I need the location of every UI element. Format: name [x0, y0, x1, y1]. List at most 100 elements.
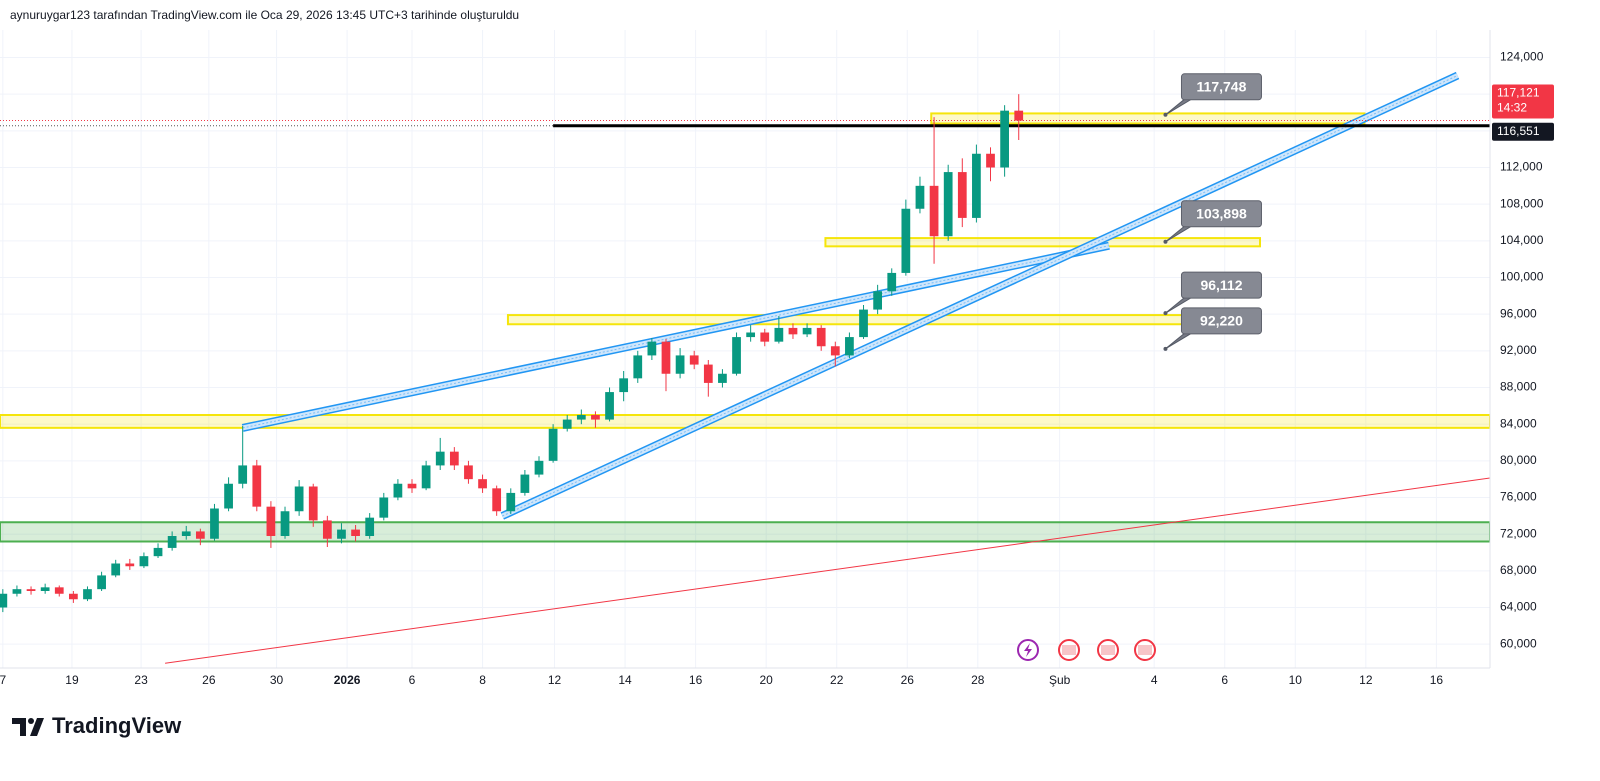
candle-body — [407, 483, 417, 489]
candle-body — [266, 506, 276, 536]
x-tick-label: 30 — [270, 673, 284, 687]
candle-body — [689, 355, 699, 365]
candle-body — [153, 547, 163, 557]
candle-body — [957, 172, 967, 218]
callout-label: 117,748 — [1197, 79, 1247, 95]
candle-body — [591, 415, 600, 420]
candle-body — [68, 593, 78, 600]
candle-body — [746, 332, 756, 338]
candle-body — [26, 589, 36, 591]
zone — [930, 112, 1366, 125]
candle-body — [224, 483, 233, 509]
x-tick-label: 26 — [901, 673, 915, 687]
candle-body — [280, 511, 290, 536]
y-tick-label: 72,000 — [1500, 526, 1537, 540]
logo-mark — [12, 718, 44, 736]
candle-body — [1014, 110, 1024, 121]
candle-body — [548, 428, 558, 461]
candle-body — [633, 355, 643, 379]
level-price-label: 116,551 — [1497, 124, 1540, 138]
candle-body — [40, 587, 50, 591]
candle-body — [887, 272, 897, 292]
candle-body — [449, 451, 459, 466]
callout-anchor — [1163, 346, 1168, 351]
candle-body — [873, 291, 883, 310]
candle-body — [732, 337, 741, 374]
candle-body — [986, 153, 995, 168]
drawings — [0, 71, 1490, 664]
y-tick-label: 88,000 — [1500, 380, 1537, 394]
candle-body — [619, 378, 629, 393]
candle-body — [1000, 110, 1009, 168]
candle-body — [718, 373, 727, 383]
overlay: 117,748 103,898 96,112 92,220 — [1163, 73, 1262, 351]
y-tick-label: 92,000 — [1500, 343, 1537, 357]
y-tick-label: 68,000 — [1500, 563, 1537, 577]
candle-body — [83, 589, 92, 600]
candle-body — [125, 563, 135, 567]
x-tick-label: Şub — [1049, 673, 1071, 687]
x-tick-label: 6 — [1221, 673, 1228, 687]
candle-body — [492, 488, 502, 512]
candle-body — [54, 587, 64, 594]
x-tick-label: 28 — [971, 673, 985, 687]
candle-body — [478, 479, 487, 489]
zone — [0, 521, 1490, 543]
candle-body — [294, 486, 304, 512]
y-tick-label: 80,000 — [1500, 453, 1537, 467]
candle-body — [915, 185, 925, 209]
candle-body — [816, 327, 826, 347]
candle-body — [12, 589, 22, 594]
y-tick-label: 124,000 — [1500, 50, 1544, 64]
x-tick-label: 22 — [830, 673, 844, 687]
candle-body — [703, 364, 713, 383]
y-tick-label: 112,000 — [1500, 160, 1543, 174]
candle-body — [337, 529, 346, 539]
y-tick-label: 96,000 — [1500, 306, 1537, 320]
candle-body — [845, 337, 854, 356]
candle-body — [972, 153, 981, 218]
candle-body — [576, 415, 586, 420]
candle-body — [859, 309, 868, 338]
zone — [0, 414, 1490, 429]
trendline-dash — [242, 245, 1110, 429]
x-tick-label: 2026 — [334, 673, 361, 687]
candle-body — [901, 208, 911, 273]
candle-body — [562, 419, 572, 429]
candle-body — [943, 172, 953, 237]
y-tick-label: 76,000 — [1500, 490, 1537, 504]
plot-area — [0, 30, 1490, 668]
candle-body — [365, 517, 375, 536]
logo: TradingView — [52, 713, 182, 738]
level-price-box — [1492, 122, 1554, 141]
x-tick-label: 26 — [202, 673, 216, 687]
candle-body — [760, 332, 770, 342]
x-tick-label: 12 — [548, 673, 562, 687]
candle-body — [308, 486, 318, 521]
candle-body — [464, 465, 473, 480]
candle-body — [421, 465, 431, 489]
x-tick-label: 7 — [0, 673, 6, 687]
candle-body — [534, 460, 544, 475]
callout-box — [1180, 271, 1262, 299]
candle-body — [238, 465, 248, 484]
candle-body — [788, 327, 798, 335]
x-tick-label: 20 — [759, 673, 773, 687]
x-tick-label: 16 — [1430, 673, 1444, 687]
zone — [506, 314, 1262, 326]
x-tick-label: 8 — [479, 673, 486, 687]
y-tick-label: 60,000 — [1500, 636, 1537, 650]
x-tick-label: 4 — [1151, 673, 1158, 687]
header: aynuruygar123 tarafından TradingView.com… — [10, 8, 519, 22]
candle-body — [97, 575, 106, 590]
candle-body — [506, 492, 516, 512]
callout-anchor — [1163, 239, 1168, 244]
event-icons — [1017, 639, 1156, 661]
candle-body — [929, 185, 939, 237]
y-tick-label: 108,000 — [1500, 196, 1544, 210]
candle-body — [0, 593, 8, 608]
candle-body — [675, 355, 685, 374]
y-tick-label: 104,000 — [1500, 233, 1544, 247]
x-tick-label: 6 — [409, 673, 416, 687]
